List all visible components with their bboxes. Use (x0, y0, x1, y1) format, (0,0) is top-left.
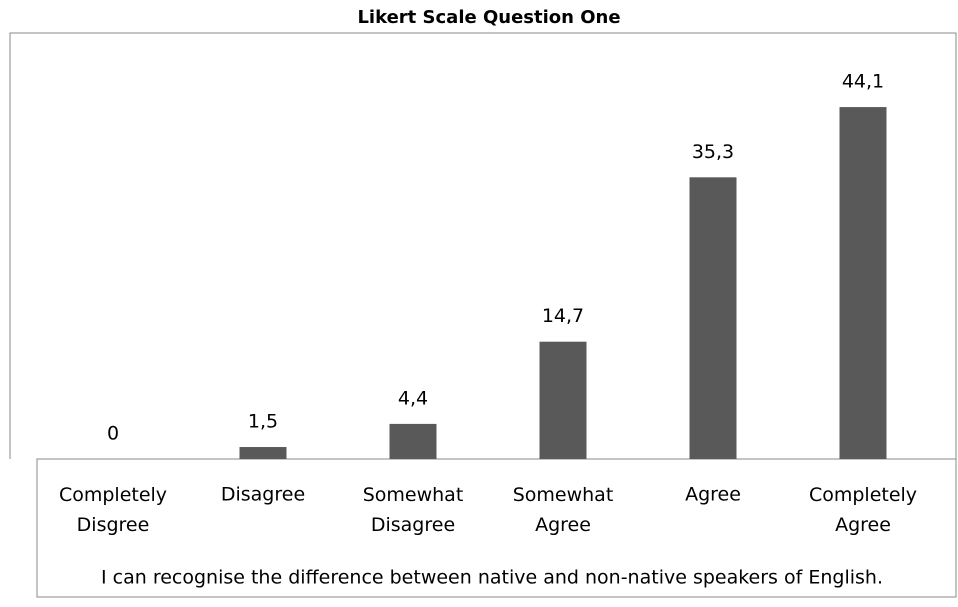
x-tick-label: Somewhat Disagree (363, 484, 464, 536)
x-tick-label: Completely Agree (809, 484, 917, 536)
data-label: 0 (107, 423, 119, 445)
x-tick-label: Disagree (221, 484, 305, 506)
bar (689, 177, 737, 459)
bar (539, 341, 587, 459)
data-label: 35,3 (692, 141, 734, 163)
x-tick-label: Agree (685, 484, 741, 506)
plot-frame (9, 32, 957, 459)
data-label: 14,7 (542, 305, 584, 327)
data-label: 4,4 (398, 387, 428, 409)
x-tick-label: Completely Disgree (59, 484, 167, 536)
data-label: 44,1 (842, 71, 884, 93)
bar (839, 107, 887, 459)
chart-title: Likert Scale Question One (357, 7, 620, 28)
bar (239, 447, 287, 459)
data-label: 1,5 (248, 411, 278, 433)
x-axis-label: I can recognise the difference between n… (101, 567, 883, 589)
axis-box (36, 458, 957, 598)
x-tick-label: Somewhat Agree (513, 484, 614, 536)
bar (389, 423, 437, 459)
